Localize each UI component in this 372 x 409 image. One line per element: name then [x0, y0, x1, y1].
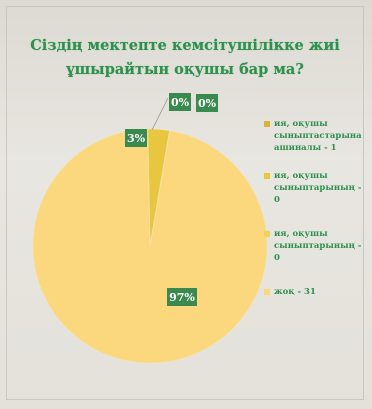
- data-label-text-2: 0%: [171, 96, 190, 109]
- legend-swatch-1: [264, 121, 270, 127]
- legend-swatch-2: [264, 173, 270, 179]
- chart-title: Сіздің мектепте кемсітушілікке жиі ұшыра…: [30, 37, 340, 78]
- data-label-text-4: 97%: [169, 291, 195, 304]
- data-label-4: 97%: [167, 288, 197, 306]
- legend-label-1: ия, оқушы сыныптастарына ашиналы - 1: [274, 119, 362, 153]
- data-label-1: 3%: [125, 129, 147, 147]
- data-label-text-3: 0%: [198, 97, 217, 110]
- leader-line: [151, 97, 169, 131]
- data-labels: 3% 0% 0% 97%: [125, 93, 218, 306]
- legend-label-4: жоқ - 31: [274, 287, 316, 297]
- data-label-box-1: [125, 129, 147, 147]
- pie-slices: [32, 128, 268, 364]
- data-label-2: 0%: [169, 93, 191, 111]
- data-label-box-3: [196, 94, 218, 112]
- legend-swatch-3: [264, 231, 270, 237]
- legend-swatch-4: [264, 289, 270, 295]
- data-label-text-1: 3%: [127, 132, 146, 145]
- legend-label-3: ия, оқушы сыныптарының - 0: [274, 229, 362, 263]
- data-label-box-4: [167, 288, 197, 306]
- data-label-3: 0%: [196, 94, 218, 112]
- pie-slice-4: [32, 128, 268, 364]
- data-label-box-2: [169, 93, 191, 111]
- slide-border: [6, 6, 364, 400]
- legend-label-2: ия, оқушы сыныптарының - 0: [274, 171, 362, 205]
